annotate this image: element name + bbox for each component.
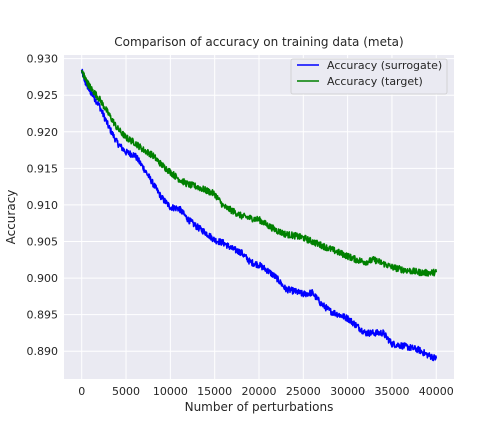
legend-label-surrogate: Accuracy (surrogate) <box>327 59 442 72</box>
tick-layer: 0 5000 10000 15000 20000 25000 30000 35000 40000… <box>27 53 454 398</box>
x-tick-label: 40000 <box>419 385 454 398</box>
y-tick-label: 0.925 <box>27 89 59 102</box>
x-tick-label: 20000 <box>242 385 277 398</box>
y-tick-label: 0.910 <box>27 199 59 212</box>
legend-label-target: Accuracy (target) <box>327 75 423 88</box>
y-tick-label: 0.905 <box>27 236 59 249</box>
y-tick-label: 0.920 <box>27 126 59 139</box>
y-tick-label: 0.890 <box>27 345 59 358</box>
grid-layer <box>64 55 454 379</box>
chart-title: Comparison of accuracy on training data … <box>114 35 403 49</box>
y-tick-label: 0.915 <box>27 162 59 175</box>
x-tick-label: 15000 <box>197 385 232 398</box>
y-tick-label: 0.930 <box>27 53 59 66</box>
x-tick-label: 25000 <box>286 385 321 398</box>
legend-box <box>290 58 448 95</box>
series-line-surrogate <box>80 68 438 362</box>
y-tick-label: 0.895 <box>27 309 59 322</box>
x-tick-label: 30000 <box>330 385 365 398</box>
y-axis-title: Accuracy <box>4 190 18 245</box>
x-axis-title: Number of perturbations <box>185 400 334 414</box>
x-tick-label: 0 <box>78 385 85 398</box>
series-line-target <box>80 69 438 277</box>
legend: Accuracy (surrogate) Accuracy (target) <box>290 58 448 95</box>
x-tick-label: 10000 <box>153 385 188 398</box>
x-tick-label: 5000 <box>112 385 140 398</box>
series-layer <box>80 68 438 362</box>
x-tick-label: 35000 <box>374 385 409 398</box>
y-tick-label: 0.900 <box>27 272 59 285</box>
